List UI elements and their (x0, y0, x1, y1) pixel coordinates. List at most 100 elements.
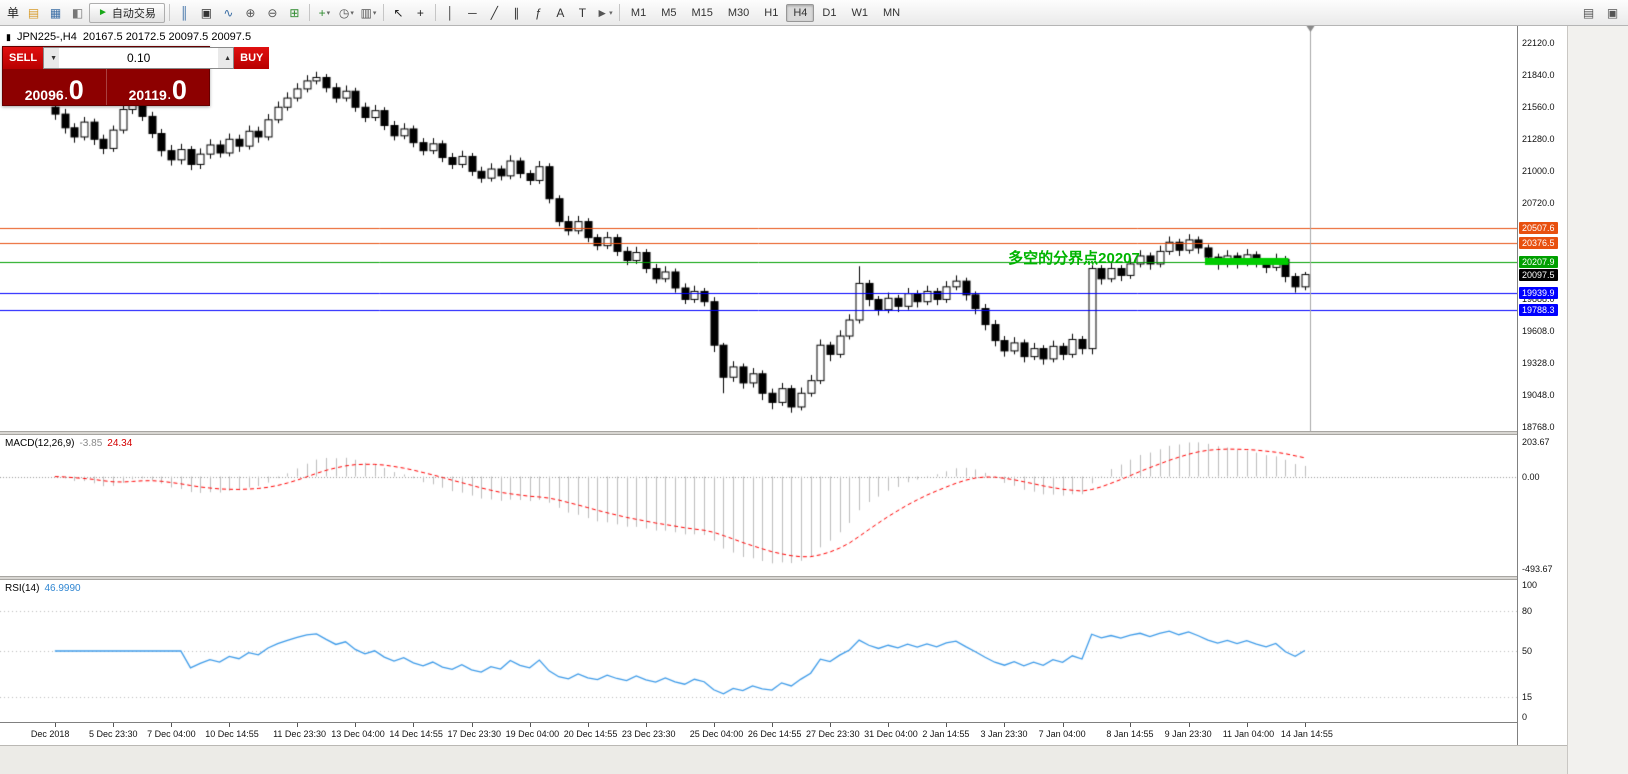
rsi-panel-canvas[interactable] (0, 580, 1517, 722)
text-label-icon[interactable]: T (572, 3, 593, 22)
volume-decrement-button[interactable]: ▼ (44, 48, 60, 68)
time-axis-tick (830, 723, 831, 727)
price-axis-label: 21280.0 (1522, 134, 1555, 145)
market-watch-icon[interactable]: ◧ (67, 3, 88, 22)
time-axis-label: 25 Dec 04:00 (689, 729, 744, 739)
market-watch-icon-glyph: ◧ (71, 5, 84, 20)
arrows-button[interactable]: ► ▾ (594, 3, 615, 22)
line-chart-icon[interactable]: ∿ (218, 3, 239, 22)
panel-splitter[interactable] (0, 431, 1517, 435)
timeframe-h1[interactable]: H1 (764, 6, 779, 19)
panel-splitter[interactable] (0, 576, 1517, 580)
data-window-icon[interactable]: ▤ (1578, 3, 1599, 22)
toolbar-separator (308, 4, 310, 21)
cursor-icon-glyph: ↖ (393, 5, 404, 20)
time-axis-tick (646, 723, 647, 727)
fibonacci-icon[interactable]: ƒ (528, 3, 549, 22)
time-axis-label: 20 Dec 14:55 (563, 729, 618, 739)
one-click-trading-panel: SELL ▼ ▲ BUY 20096 . 0 20119 . 0 (2, 46, 270, 106)
timeframe-mn[interactable]: MN (882, 6, 901, 19)
timeframe-w1[interactable]: W1 (851, 6, 868, 19)
time-axis-tick (1004, 723, 1005, 727)
time-axis-label: Dec 2018 (30, 729, 70, 739)
time-axis-label: 9 Jan 23:30 (1164, 729, 1212, 739)
hline-price-label: 20507.6 (1519, 221, 1558, 234)
macd-axis-zero: 0.00 (1522, 471, 1540, 482)
time-axis-tick (946, 723, 947, 727)
new-chart-button[interactable]: + ▾ (314, 3, 335, 22)
volume-input[interactable] (59, 48, 219, 68)
chart-annotation[interactable]: 多空的分界点20207 (1008, 249, 1140, 267)
time-axis-label: 27 Dec 23:30 (806, 729, 860, 739)
autotrade-button[interactable]: ► 自动交易 (89, 2, 165, 23)
line-chart-icon-glyph: ∿ (223, 5, 234, 20)
timeframe-m15[interactable]: M15 (691, 6, 713, 19)
candlestick-icon: ▮ (6, 31, 11, 42)
right-panel-area (1567, 26, 1628, 774)
toolbar-right-icons: ▤ ▣ (1578, 3, 1623, 22)
macd-panel-canvas[interactable] (0, 435, 1517, 576)
time-axis-label: 31 Dec 04:00 (864, 729, 918, 739)
crosshair-icon[interactable]: + (410, 3, 431, 22)
timeframe-m5[interactable]: M5 (661, 6, 677, 19)
time-axis-label: 7 Jan 04:00 (1038, 729, 1086, 739)
text-icon[interactable]: A (550, 3, 571, 22)
timeframe-d1[interactable]: D1 (822, 6, 837, 19)
templates-button[interactable]: ▥ ▾ (358, 3, 379, 22)
rsi-axis-label: 50 (1522, 646, 1533, 656)
chart-title: ▮ JPN225-,H4 20167.5 20172.5 20097.5 200… (6, 31, 251, 43)
time-axis-label: 17 Dec 23:30 (447, 729, 502, 739)
time-axis-label: 11 Dec 23:30 (273, 729, 326, 739)
price-axis-label: 20720.0 (1522, 198, 1555, 209)
time-axis-tick (413, 723, 414, 727)
zoom-out-icon-glyph: ⊖ (267, 5, 278, 20)
candlestick-chart-icon[interactable]: ▣ (196, 3, 217, 22)
time-axis[interactable]: Dec 2018 5 Dec 23:30 7 Dec 04:00 10 Dec 14:… (0, 722, 1517, 745)
menu-fragment-label: 单 (7, 6, 20, 20)
main-chart-canvas[interactable] (0, 26, 1517, 431)
timeframe-h4[interactable]: H4 (786, 3, 815, 22)
trendline-icon[interactable]: ╱ (484, 3, 505, 22)
cursor-icon[interactable]: ↖ (388, 3, 409, 22)
time-axis-label: 13 Dec 04:00 (331, 729, 385, 739)
price-axis[interactable]: 22120.0 21840.0 21560.0 21280.0 21000.0 20720… (1517, 26, 1567, 745)
price-axis-label: 19048.0 (1522, 389, 1555, 400)
horizontal-line-icon[interactable]: ─ (462, 3, 483, 22)
macd-name: MACD(12,26,9) (5, 438, 75, 449)
bar-chart-icon[interactable]: ║ (174, 3, 195, 22)
window-list-icon[interactable]: ▣ (1602, 3, 1623, 22)
vertical-line-icon[interactable]: │ (440, 3, 461, 22)
sell-button[interactable]: SELL (3, 47, 44, 69)
equidistant-channel-icon[interactable]: ∥ (506, 3, 527, 22)
profiles-button-glyph: ◷ (338, 5, 350, 20)
time-axis-label: 5 Dec 23:30 (88, 729, 138, 739)
tile-windows-icon[interactable]: ⊞ (284, 3, 305, 22)
zoom-in-icon[interactable]: ⊕ (240, 3, 261, 22)
volume-increment-button[interactable]: ▲ (218, 48, 234, 68)
macd-signal-value: 24.34 (107, 438, 133, 449)
new-order-icon[interactable]: ▤ (23, 3, 44, 22)
time-axis-label: 10 Dec 14:55 (205, 729, 259, 739)
macd-label: MACD(12,26,9) -3.85 24.34 (5, 438, 132, 449)
new-chart-icon[interactable]: ▦ (45, 3, 66, 22)
toolbar-separator (382, 4, 384, 21)
timeframe-m1[interactable]: M1 (630, 6, 647, 19)
time-axis-tick (714, 723, 715, 727)
time-axis-label: 26 Dec 14:55 (747, 729, 802, 739)
time-axis-tick (472, 723, 473, 727)
time-axis-tick (55, 723, 56, 727)
sell-price[interactable]: 20096 . 0 (3, 69, 107, 105)
dropdown-arrow-icon: ▾ (609, 9, 613, 17)
tile-windows-icon-glyph: ⊞ (289, 5, 300, 20)
toolbar-separator (434, 4, 436, 21)
buy-button[interactable]: BUY (234, 47, 270, 69)
macd-axis-max: 203.67 (1522, 437, 1550, 447)
buy-price[interactable]: 20119 . 0 (107, 69, 210, 105)
data-window-icon-glyph: ▤ (1582, 5, 1595, 20)
zoom-out-icon[interactable]: ⊖ (262, 3, 283, 22)
time-axis-label: 19 Dec 04:00 (505, 729, 560, 739)
volume-box: ▼ ▲ (43, 47, 235, 69)
time-axis-label: 11 Jan 04:00 (1222, 729, 1275, 739)
profiles-button[interactable]: ◷ ▾ (336, 3, 357, 22)
timeframe-m30[interactable]: M30 (727, 6, 750, 19)
